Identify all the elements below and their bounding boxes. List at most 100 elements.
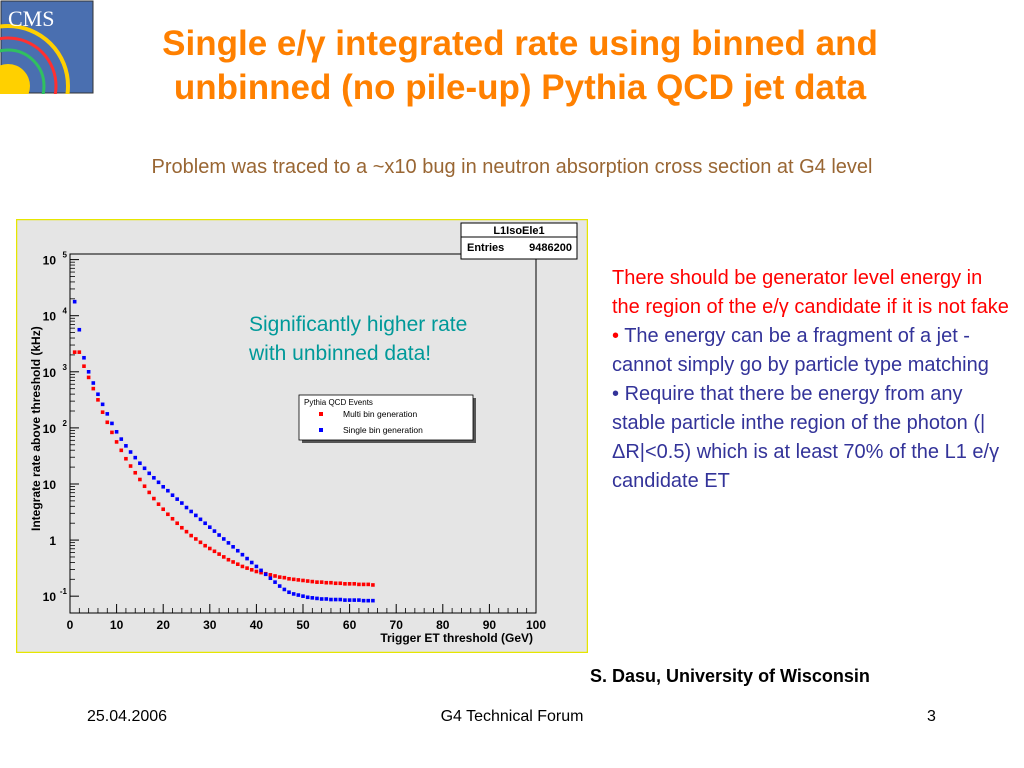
point-single-bin [352,598,357,602]
x-tick-label: 40 [250,618,264,632]
y-axis-label: Integrate rate above threshold (kHz) [29,326,43,531]
footer-date: 25.04.2006 [87,708,168,725]
x-tick-label: 50 [296,618,310,632]
point-single-bin [371,598,375,603]
y-tick-exponent: 2 [63,419,68,428]
point-multi-bin [203,543,207,548]
point-single-bin [282,587,287,592]
x-tick-label: 70 [390,618,404,632]
point-single-bin [291,592,296,596]
notes-text: There should be generator level energy i… [612,264,1012,496]
point-single-bin [133,455,138,460]
point-multi-bin [226,557,231,562]
point-multi-bin [287,576,291,581]
y-tick-label: 1 [49,534,56,548]
point-single-bin [198,517,203,522]
point-single-bin [273,580,277,584]
point-single-bin [296,593,301,597]
point-multi-bin [152,496,156,501]
point-multi-bin [259,570,263,575]
point-single-bin [82,355,86,360]
y-tick-exponent: 3 [63,363,68,372]
point-single-bin [96,392,100,397]
point-single-bin [245,556,249,561]
point-single-bin [161,484,165,489]
point-single-bin [338,597,343,602]
x-tick-label: 10 [110,618,124,632]
point-multi-bin [119,448,124,453]
point-multi-bin [333,581,338,586]
y-tick-label: 10 [43,478,57,492]
point-single-bin [324,597,329,601]
point-single-bin [263,572,268,577]
point-single-bin [366,598,371,603]
point-single-bin [110,421,114,426]
point-multi-bin [254,569,259,574]
x-tick-label: 20 [157,618,171,632]
point-multi-bin [361,582,366,587]
point-single-bin [231,545,235,549]
point-multi-bin [357,582,361,587]
point-single-bin [333,597,338,602]
footer-center: G4 Technical Forum [440,708,584,725]
x-tick-label: 30 [203,618,217,632]
point-multi-bin [147,490,152,495]
point-single-bin [175,497,179,501]
legend-marker-single [319,428,323,432]
point-multi-bin [301,578,305,583]
point-multi-bin [198,540,203,545]
x-tick-label: 80 [436,618,450,632]
point-single-bin [208,525,212,529]
y-tick-label: 10 [43,310,57,324]
point-single-bin [259,568,263,573]
point-single-bin [249,560,254,565]
point-single-bin [361,598,366,603]
stats-title: L1IsoEle1 [493,225,544,237]
point-single-bin [156,480,161,485]
point-multi-bin [352,582,357,586]
point-multi-bin [128,464,133,468]
point-multi-bin [77,350,82,354]
point-multi-bin [235,562,240,566]
point-multi-bin [96,398,100,402]
point-multi-bin [114,440,119,444]
svg-text:CMS: CMS [8,6,54,31]
point-multi-bin [138,477,142,482]
point-multi-bin [175,521,179,526]
x-tick-label: 90 [483,618,497,632]
point-single-bin [100,402,105,407]
point-single-bin [142,466,147,471]
point-multi-bin [86,375,91,380]
point-multi-bin [371,583,375,587]
y-tick-exponent: 4 [63,307,68,316]
point-single-bin [166,488,170,493]
point-single-bin [180,501,184,505]
point-single-bin [72,299,77,304]
point-single-bin [268,576,273,581]
point-multi-bin [282,575,287,580]
slide-title: Single e/γ integrated rate using binned … [95,22,945,110]
notes-bullet-2-text: Require that there be energy from any st… [612,383,1000,492]
slide-subtitle: Problem was traced to a ~x10 bug in neut… [151,156,873,178]
point-multi-bin [133,470,138,475]
point-multi-bin [212,549,217,554]
point-multi-bin [170,516,175,521]
point-multi-bin [184,529,189,534]
point-multi-bin [91,386,96,391]
point-single-bin [184,505,189,510]
point-single-bin [194,513,198,518]
point-single-bin [329,597,333,602]
point-single-bin [138,461,142,466]
point-single-bin [226,541,231,545]
point-multi-bin [324,580,329,585]
bullet-marker: • [612,325,620,347]
point-single-bin [124,444,128,448]
point-single-bin [170,493,175,498]
point-single-bin [301,594,305,598]
annotation-line-1: Significantly higher rate [249,313,468,336]
point-single-bin [91,381,96,385]
point-single-bin [189,509,193,514]
point-multi-bin [329,580,333,585]
notes-bullet-2: • Require that there be energy from any … [612,380,1012,496]
point-single-bin [287,590,291,595]
